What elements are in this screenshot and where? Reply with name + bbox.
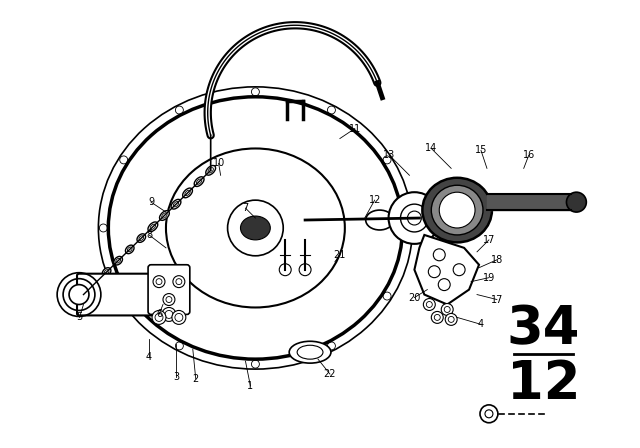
Ellipse shape bbox=[194, 177, 204, 186]
Ellipse shape bbox=[137, 234, 146, 242]
Circle shape bbox=[172, 310, 186, 324]
Circle shape bbox=[431, 311, 444, 323]
Circle shape bbox=[69, 284, 89, 305]
Polygon shape bbox=[415, 235, 479, 305]
Ellipse shape bbox=[125, 245, 134, 254]
Text: 3: 3 bbox=[173, 372, 179, 382]
Ellipse shape bbox=[206, 165, 216, 175]
Circle shape bbox=[428, 266, 440, 278]
Circle shape bbox=[299, 264, 311, 276]
Text: 15: 15 bbox=[475, 146, 487, 155]
Circle shape bbox=[152, 310, 166, 324]
Text: 18: 18 bbox=[491, 255, 503, 265]
Text: 1: 1 bbox=[248, 381, 253, 391]
Text: 20: 20 bbox=[408, 293, 420, 302]
Text: 14: 14 bbox=[425, 143, 437, 154]
Ellipse shape bbox=[102, 268, 111, 276]
Text: 4: 4 bbox=[478, 319, 484, 329]
Circle shape bbox=[162, 307, 176, 321]
Text: 13: 13 bbox=[383, 151, 396, 160]
Circle shape bbox=[445, 314, 457, 325]
Text: 16: 16 bbox=[523, 151, 535, 160]
Ellipse shape bbox=[365, 210, 394, 230]
Text: 17: 17 bbox=[483, 235, 495, 245]
Text: 21: 21 bbox=[333, 250, 346, 260]
Circle shape bbox=[480, 405, 498, 423]
Text: 6: 6 bbox=[156, 310, 162, 319]
Ellipse shape bbox=[91, 279, 99, 288]
Text: 12: 12 bbox=[507, 358, 580, 410]
Circle shape bbox=[438, 279, 450, 291]
Text: 9: 9 bbox=[148, 197, 154, 207]
Ellipse shape bbox=[289, 341, 331, 363]
FancyBboxPatch shape bbox=[148, 265, 190, 314]
Text: 7: 7 bbox=[243, 203, 248, 213]
Circle shape bbox=[566, 192, 586, 212]
Text: 34: 34 bbox=[507, 303, 580, 355]
Circle shape bbox=[279, 264, 291, 276]
Circle shape bbox=[439, 192, 475, 228]
Text: 4: 4 bbox=[146, 352, 152, 362]
Circle shape bbox=[433, 249, 445, 261]
Ellipse shape bbox=[241, 216, 270, 240]
Text: 2: 2 bbox=[193, 374, 199, 384]
Circle shape bbox=[163, 293, 175, 306]
Ellipse shape bbox=[114, 256, 122, 265]
Ellipse shape bbox=[431, 185, 483, 235]
Circle shape bbox=[441, 303, 453, 315]
Ellipse shape bbox=[159, 211, 170, 220]
Circle shape bbox=[423, 298, 435, 310]
Text: 22: 22 bbox=[324, 369, 336, 379]
Circle shape bbox=[453, 264, 465, 276]
Text: 8: 8 bbox=[146, 230, 152, 240]
Ellipse shape bbox=[171, 199, 181, 209]
Circle shape bbox=[388, 192, 440, 244]
Ellipse shape bbox=[182, 188, 193, 198]
Text: 19: 19 bbox=[483, 273, 495, 283]
Ellipse shape bbox=[148, 222, 158, 232]
Ellipse shape bbox=[79, 290, 88, 299]
Text: 11: 11 bbox=[349, 124, 361, 134]
Text: 5: 5 bbox=[76, 312, 83, 323]
Ellipse shape bbox=[422, 178, 492, 242]
Circle shape bbox=[153, 276, 165, 288]
Text: 17: 17 bbox=[491, 294, 503, 305]
Circle shape bbox=[173, 276, 185, 288]
Text: 12: 12 bbox=[369, 195, 381, 205]
Text: 10: 10 bbox=[212, 159, 225, 168]
FancyBboxPatch shape bbox=[77, 274, 156, 315]
